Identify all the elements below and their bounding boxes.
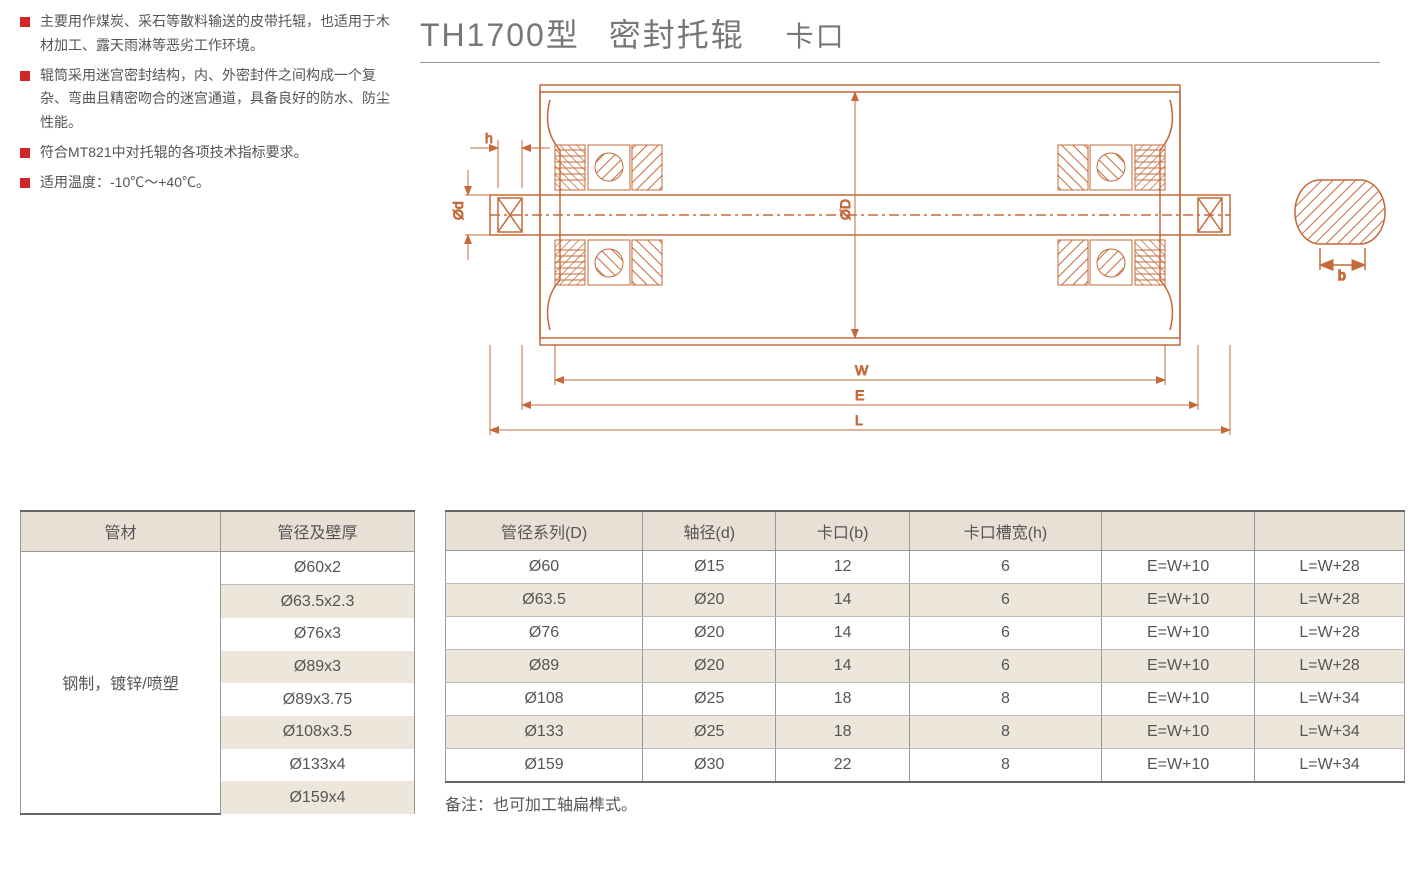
cell: L=W+34 [1255, 683, 1405, 716]
bullet-item: 主要用作煤炭、采石等散料输送的皮带托辊，也适用于木材加工、露天雨淋等恶劣工作环境… [20, 10, 400, 58]
cell: 6 [909, 584, 1101, 617]
title-type: 卡口 [786, 21, 846, 52]
cell: L=W+34 [1255, 716, 1405, 749]
title-model: TH1700型 [420, 17, 580, 53]
title-name: 密封托辊 [609, 17, 745, 53]
cell: 8 [909, 716, 1101, 749]
cell: Ø133 [446, 716, 643, 749]
cell: Ø20 [643, 584, 776, 617]
th: 卡口槽宽(h) [909, 511, 1101, 551]
bullet-text: 主要用作煤炭、采石等散料输送的皮带托辊，也适用于木材加工、露天雨淋等恶劣工作环境… [40, 10, 400, 58]
cell: 8 [909, 749, 1101, 783]
svg-text:L: L [855, 412, 863, 428]
cell: 6 [909, 617, 1101, 650]
bullet-item: 适用温度：-10℃～+40℃。 [20, 171, 400, 195]
svg-text:W: W [855, 362, 869, 378]
cell: 12 [776, 551, 909, 584]
cell: Ø76x3 [221, 618, 415, 651]
table-row: Ø89Ø20146E=W+10L=W+28 [446, 650, 1405, 683]
cell: L=W+28 [1255, 650, 1405, 683]
cell: Ø15 [643, 551, 776, 584]
th: 管径系列(D) [446, 511, 643, 551]
bullet-item: 辊筒采用迷宫密封结构，内、外密封件之间构成一个复杂、弯曲且精密吻合的迷宫通道，具… [20, 64, 400, 135]
cell: Ø60x2 [221, 551, 415, 585]
svg-text:Ød: Ød [450, 201, 466, 220]
svg-text:ØD: ØD [837, 199, 853, 220]
cell: 6 [909, 551, 1101, 584]
table-row: 钢制，镀锌/喷塑Ø60x2 [21, 551, 415, 585]
cell: Ø159x4 [221, 781, 415, 814]
bullet-icon [20, 71, 30, 81]
bullet-icon [20, 148, 30, 158]
cell: Ø63.5 [446, 584, 643, 617]
bullet-icon [20, 17, 30, 27]
cell: Ø133x4 [221, 749, 415, 782]
cell: 14 [776, 584, 909, 617]
table-row: Ø60Ø15126E=W+10L=W+28 [446, 551, 1405, 584]
cell: Ø63.5x2.3 [221, 585, 415, 618]
page-title: TH1700型 密封托辊 卡口 [420, 10, 1405, 56]
cell: L=W+28 [1255, 617, 1405, 650]
cell: Ø108 [446, 683, 643, 716]
table-row: Ø159Ø30228E=W+10L=W+34 [446, 749, 1405, 783]
cell: Ø25 [643, 716, 776, 749]
cell: 8 [909, 683, 1101, 716]
svg-text:b: b [1338, 267, 1346, 283]
cell: L=W+28 [1255, 551, 1405, 584]
cell: Ø25 [643, 683, 776, 716]
bullet-text: 辊筒采用迷宫密封结构，内、外密封件之间构成一个复杂、弯曲且精密吻合的迷宫通道，具… [40, 64, 400, 135]
spec-table: 管径系列(D) 轴径(d) 卡口(b) 卡口槽宽(h) Ø60Ø15126E=W… [445, 510, 1405, 783]
table-row: Ø108Ø25188E=W+10L=W+34 [446, 683, 1405, 716]
cell: Ø89 [446, 650, 643, 683]
cell: Ø20 [643, 617, 776, 650]
cell: Ø30 [643, 749, 776, 783]
cell: 14 [776, 617, 909, 650]
table-header-row: 管材 管径及壁厚 [21, 511, 415, 551]
cell: 22 [776, 749, 909, 783]
table-header-row: 管径系列(D) 轴径(d) 卡口(b) 卡口槽宽(h) [446, 511, 1405, 551]
bullet-text: 符合MT821中对托辊的各项技术指标要求。 [40, 141, 308, 165]
cell: L=W+34 [1255, 749, 1405, 783]
cell: Ø89x3.75 [221, 683, 415, 716]
title-divider [420, 62, 1380, 63]
bullet-icon [20, 178, 30, 188]
table-row: Ø133Ø25188E=W+10L=W+34 [446, 716, 1405, 749]
cell: L=W+28 [1255, 584, 1405, 617]
cell: E=W+10 [1102, 584, 1255, 617]
table-row: Ø63.5Ø20146E=W+10L=W+28 [446, 584, 1405, 617]
cell: 18 [776, 683, 909, 716]
table-note: 备注：也可加工轴扁榫式。 [445, 791, 1405, 815]
cell: Ø76 [446, 617, 643, 650]
cell: E=W+10 [1102, 650, 1255, 683]
th [1255, 511, 1405, 551]
cell: 14 [776, 650, 909, 683]
th [1102, 511, 1255, 551]
cell: Ø20 [643, 650, 776, 683]
th: 卡口(b) [776, 511, 909, 551]
cell: E=W+10 [1102, 617, 1255, 650]
cell: E=W+10 [1102, 749, 1255, 783]
svg-text:h: h [485, 130, 493, 146]
cell: Ø159 [446, 749, 643, 783]
cell: Ø60 [446, 551, 643, 584]
th-diameter: 管径及壁厚 [221, 511, 415, 551]
technical-diagram: h Ød ØD W E L b [450, 70, 1410, 460]
svg-text:E: E [855, 387, 864, 403]
cell: Ø108x3.5 [221, 716, 415, 749]
feature-list: 主要用作煤炭、采石等散料输送的皮带托辊，也适用于木材加工、露天雨淋等恶劣工作环境… [20, 10, 420, 201]
cell-material: 钢制，镀锌/喷塑 [21, 551, 221, 814]
table-row: Ø76Ø20146E=W+10L=W+28 [446, 617, 1405, 650]
cell: E=W+10 [1102, 683, 1255, 716]
bullet-item: 符合MT821中对托辊的各项技术指标要求。 [20, 141, 400, 165]
cell: E=W+10 [1102, 551, 1255, 584]
material-table: 管材 管径及壁厚 钢制，镀锌/喷塑Ø60x2 Ø63.5x2.3 Ø76x3 Ø… [20, 510, 415, 815]
cell: 18 [776, 716, 909, 749]
cell: 6 [909, 650, 1101, 683]
th: 轴径(d) [643, 511, 776, 551]
cell: Ø89x3 [221, 651, 415, 684]
bullet-text: 适用温度：-10℃～+40℃。 [40, 171, 210, 195]
th-material: 管材 [21, 511, 221, 551]
cell: E=W+10 [1102, 716, 1255, 749]
